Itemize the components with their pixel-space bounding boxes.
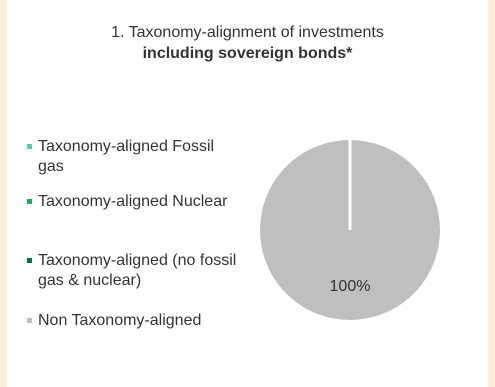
legend-label-non-aligned: Non Taxonomy-aligned	[38, 312, 202, 329]
chart-title-line-2: including sovereign bonds*	[142, 45, 353, 62]
pie-chart: 100%	[260, 140, 440, 320]
legend-item-nuclear: Taxonomy-aligned Nuclear	[27, 192, 257, 212]
legend-label-no-fossil-nuclear: Taxonomy-aligned (no fossil gas & nuclea…	[38, 252, 237, 289]
legend-item-no-fossil-nuclear: Taxonomy-aligned (no fossil gas & nuclea…	[27, 251, 257, 291]
legend-item-non-aligned: Non Taxonomy-aligned	[27, 311, 257, 331]
legend-swatch-nuclear	[27, 199, 32, 204]
legend-swatch-fossil-gas	[27, 144, 32, 149]
legend-swatch-non-aligned	[27, 318, 32, 323]
chart-title: 1. Taxonomy-alignment of investments inc…	[7, 22, 488, 64]
chart-legend: Taxonomy-aligned Fossil gas Taxonomy-ali…	[27, 0, 257, 387]
pie-data-label: 100%	[330, 278, 371, 295]
legend-item-fossil-gas: Taxonomy-aligned Fossil gas	[27, 137, 257, 177]
chart-title-line-1: 1. Taxonomy-alignment of investments	[111, 24, 384, 41]
legend-label-fossil-gas: Taxonomy-aligned Fossil gas	[38, 138, 215, 175]
legend-label-nuclear: Taxonomy-aligned Nuclear	[38, 193, 228, 210]
legend-swatch-no-fossil-nuclear	[27, 258, 32, 263]
chart-panel: 1. Taxonomy-alignment of investments inc…	[7, 0, 488, 387]
